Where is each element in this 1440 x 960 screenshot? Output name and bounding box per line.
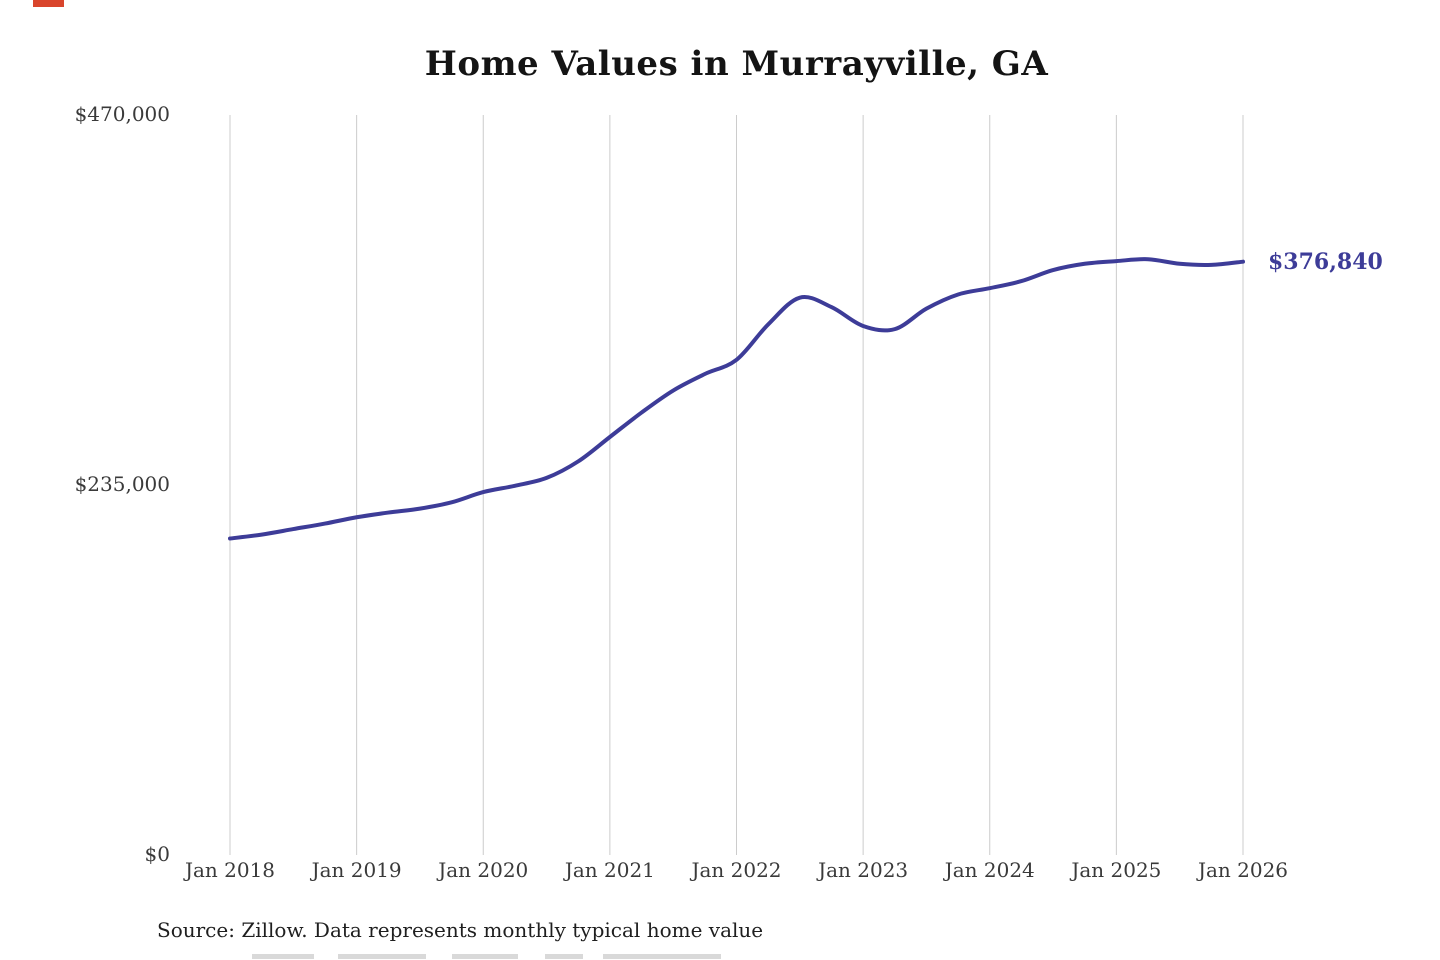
x-tick-label: Jan 2021 <box>564 858 655 882</box>
cropped-text-fragment <box>603 954 721 959</box>
x-tick-label: Jan 2022 <box>691 858 782 882</box>
x-tick-label: Jan 2019 <box>311 858 402 882</box>
x-tick-label: Jan 2023 <box>818 858 909 882</box>
cropped-text-fragment <box>338 954 426 959</box>
y-tick-label: $235,000 <box>74 472 170 496</box>
cropped-text-fragment <box>545 954 583 959</box>
cropped-logo-artifact <box>33 0 64 7</box>
x-tick-label: Jan 2024 <box>944 858 1035 882</box>
x-tick-label: Jan 2020 <box>438 858 529 882</box>
cropped-text-fragment <box>452 954 518 959</box>
cropped-text-fragment <box>252 954 314 959</box>
source-note: Source: Zillow. Data represents monthly … <box>157 918 764 942</box>
series-path <box>228 257 1245 541</box>
x-tick-label: Jan 2026 <box>1197 858 1289 882</box>
x-tick-label: Jan 2025 <box>1071 858 1162 882</box>
latest-value-label: $376,840 <box>1268 248 1383 275</box>
x-tick-label: Jan 2018 <box>184 858 276 882</box>
chart-title: Home Values in Murrayville, GA <box>424 44 1049 84</box>
y-tick-label: $0 <box>144 842 170 866</box>
y-tick-label: $470,000 <box>74 102 170 126</box>
